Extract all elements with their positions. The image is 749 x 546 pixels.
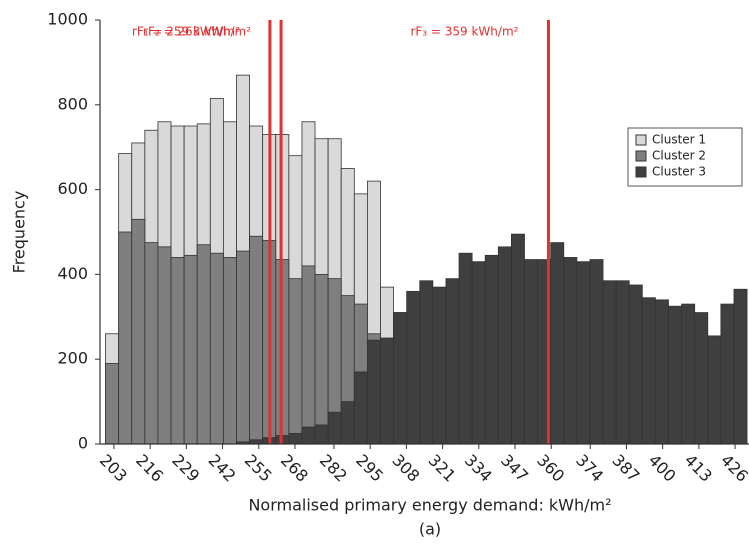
bar bbox=[144, 242, 159, 445]
x-tick-label: 374 bbox=[572, 451, 607, 486]
bar bbox=[733, 288, 748, 445]
legend-label: Cluster 3 bbox=[652, 165, 706, 179]
bar bbox=[393, 312, 408, 445]
legend-swatch bbox=[635, 166, 647, 178]
bar bbox=[183, 254, 198, 445]
bar bbox=[209, 252, 224, 445]
bar bbox=[288, 432, 303, 445]
bar bbox=[524, 259, 538, 445]
bar bbox=[602, 280, 617, 445]
bar bbox=[668, 305, 682, 445]
x-tick-label: 295 bbox=[352, 451, 387, 486]
bar bbox=[432, 286, 447, 445]
x-tick-label: 400 bbox=[645, 451, 680, 486]
x-tick-label: 216 bbox=[132, 451, 167, 486]
bar bbox=[694, 312, 709, 445]
reference-label: rF₁ = 259 kWh/m² bbox=[132, 25, 240, 39]
bar bbox=[249, 439, 264, 445]
reference-label: rF₃ = 359 kWh/m² bbox=[410, 25, 518, 39]
bar bbox=[196, 244, 211, 445]
bar bbox=[157, 246, 172, 445]
legend-label: Cluster 2 bbox=[652, 149, 706, 163]
legend: Cluster 1 Cluster 2 Cluster 3 bbox=[627, 127, 743, 187]
x-tick-label: 347 bbox=[497, 451, 532, 486]
bar bbox=[380, 337, 394, 445]
bar bbox=[236, 250, 250, 445]
y-tick-label: 400 bbox=[57, 264, 88, 283]
x-tick-label: 203 bbox=[96, 451, 131, 486]
x-axis-label: Normalised primary energy demand: kWh/m² bbox=[248, 496, 611, 515]
caption: (a) bbox=[419, 520, 441, 539]
bar bbox=[301, 265, 316, 445]
bar bbox=[314, 424, 329, 445]
bar bbox=[458, 252, 473, 445]
bar bbox=[353, 371, 368, 445]
bar bbox=[131, 218, 146, 445]
bar bbox=[720, 303, 735, 445]
bar bbox=[628, 284, 643, 445]
y-tick-label: 600 bbox=[57, 179, 88, 198]
x-tick-label: 360 bbox=[533, 451, 568, 486]
bar bbox=[589, 259, 604, 445]
bar bbox=[550, 242, 565, 445]
x-tick-label: 334 bbox=[461, 451, 496, 486]
bar bbox=[497, 246, 512, 445]
bar bbox=[314, 273, 329, 445]
bar bbox=[118, 231, 133, 445]
bar bbox=[445, 278, 460, 445]
x-tick-label: 242 bbox=[205, 451, 240, 486]
y-tick-label: 800 bbox=[57, 94, 88, 113]
legend-swatch bbox=[635, 150, 647, 162]
bar bbox=[105, 363, 120, 445]
y-tick-label: 200 bbox=[57, 349, 88, 368]
bar bbox=[419, 280, 434, 445]
bar bbox=[563, 257, 578, 445]
y-tick-label: 1000 bbox=[47, 10, 88, 29]
bar bbox=[301, 426, 316, 445]
bar bbox=[511, 233, 525, 445]
x-tick-label: 255 bbox=[241, 451, 276, 486]
legend-label: Cluster 1 bbox=[652, 133, 706, 147]
x-tick-label: 321 bbox=[425, 451, 460, 486]
legend-box bbox=[627, 127, 743, 187]
bar bbox=[707, 335, 722, 445]
bar bbox=[340, 401, 355, 445]
bar bbox=[366, 339, 381, 445]
bar bbox=[615, 280, 630, 445]
x-tick-label: 426 bbox=[717, 451, 749, 486]
bar bbox=[249, 235, 264, 445]
x-tick-label: 282 bbox=[316, 451, 351, 486]
x-tick-label: 268 bbox=[277, 451, 312, 486]
y-axis-label: Frequency bbox=[10, 191, 29, 274]
bar bbox=[406, 290, 421, 445]
x-tick-label: 387 bbox=[608, 451, 643, 486]
x-tick-label: 229 bbox=[168, 451, 203, 486]
reference-label: rF₂ = 263 kWh/m² bbox=[143, 25, 251, 39]
bar bbox=[655, 299, 669, 445]
bar bbox=[681, 303, 696, 445]
bar bbox=[327, 411, 342, 445]
bar bbox=[641, 297, 656, 445]
y-tick-label: 0 bbox=[78, 434, 88, 453]
bar bbox=[170, 257, 185, 445]
bar bbox=[288, 278, 303, 445]
bar bbox=[484, 254, 499, 445]
legend-swatch bbox=[635, 134, 647, 146]
bar bbox=[576, 261, 591, 445]
x-tick-label: 413 bbox=[681, 451, 716, 486]
bar bbox=[222, 257, 237, 445]
bar bbox=[471, 261, 486, 445]
x-tick-label: 308 bbox=[388, 451, 423, 486]
